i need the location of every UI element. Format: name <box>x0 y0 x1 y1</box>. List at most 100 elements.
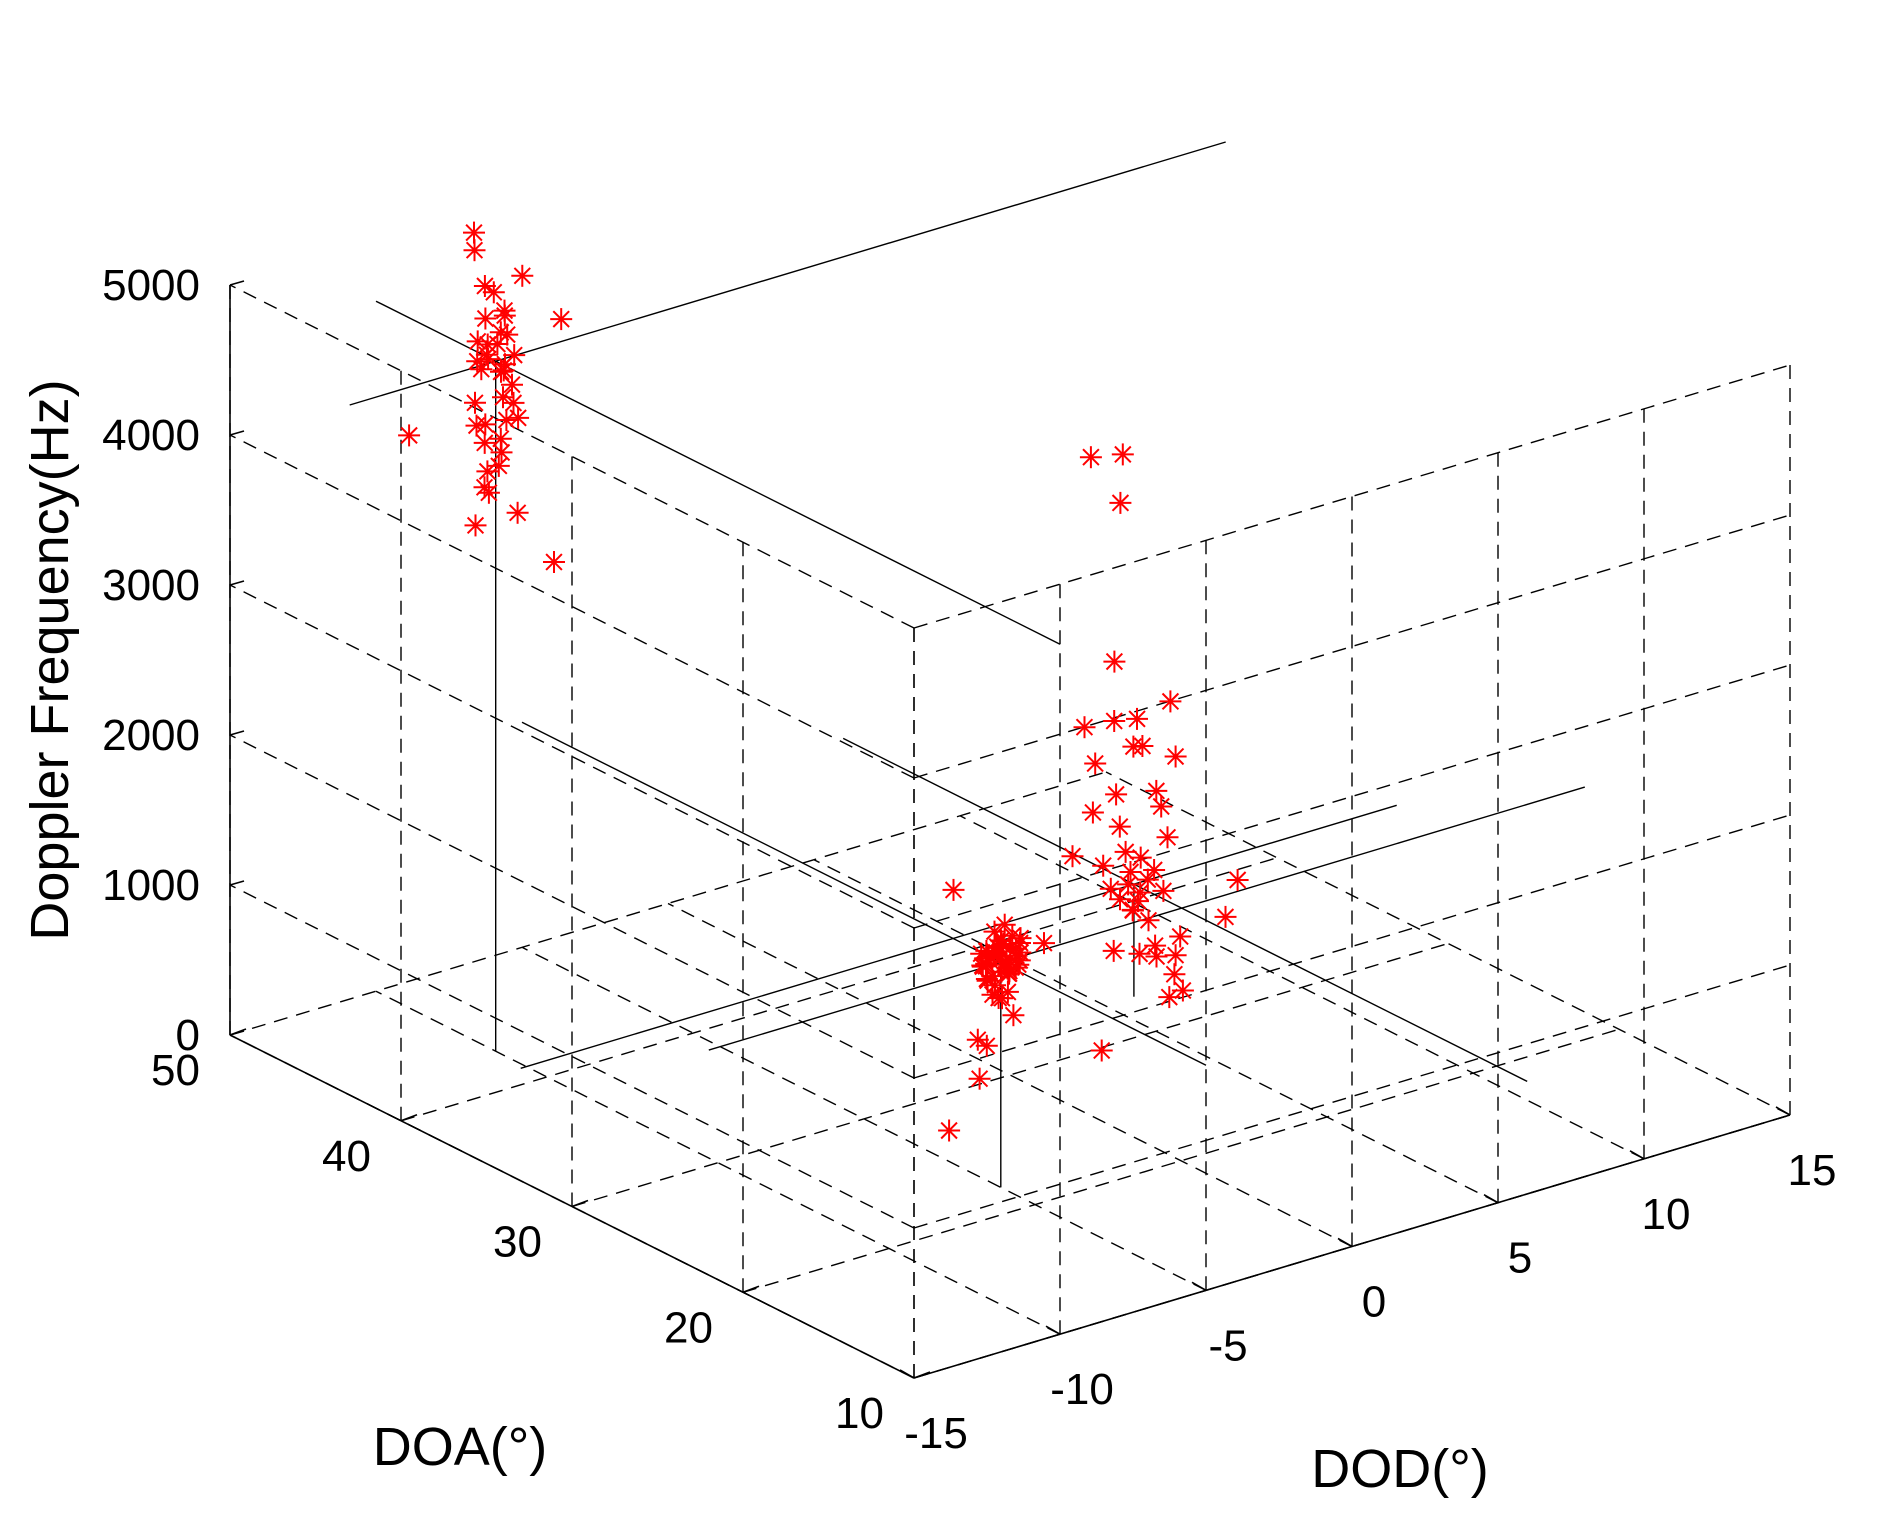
data-point <box>1226 869 1249 891</box>
data-point <box>501 373 523 396</box>
grid-line <box>229 284 915 629</box>
grid-line <box>813 859 1499 1204</box>
data-point <box>1108 815 1131 838</box>
grid-line <box>913 664 1791 929</box>
data-point <box>1163 963 1186 986</box>
data-point <box>493 299 516 322</box>
grid-line <box>375 990 1061 1335</box>
data-point <box>507 406 530 429</box>
y-tick-label: 10 <box>835 1389 884 1438</box>
z-tick-mark <box>229 880 245 886</box>
y-axis-title: DOA(°) <box>373 1417 548 1477</box>
data-point <box>970 942 993 965</box>
data-point <box>942 878 965 901</box>
grid-line <box>913 964 1791 1229</box>
target-guide-lines <box>349 141 1586 1188</box>
tick-labels: 0 1000 2000 3000 4000 5000 10 20 30 40 50 -15 -10 -5 0… <box>102 261 1836 1458</box>
grid-line <box>229 434 915 779</box>
y-tick-label: 50 <box>151 1046 200 1095</box>
data-point <box>489 321 512 344</box>
data-point <box>1128 942 1151 965</box>
data-point <box>1136 868 1159 891</box>
data-point <box>1084 752 1107 775</box>
data-point <box>511 264 534 287</box>
data-point <box>1145 945 1168 968</box>
data-point <box>463 221 485 244</box>
data-point <box>490 441 513 464</box>
grid-line <box>229 584 915 929</box>
x-tick-label: 10 <box>1642 1190 1691 1239</box>
data-point <box>1102 939 1125 962</box>
data-point <box>503 344 526 367</box>
data-point <box>1103 710 1126 732</box>
data-point <box>1009 941 1032 964</box>
data-points <box>398 221 1249 1142</box>
data-point <box>464 514 487 537</box>
data-point <box>966 1028 989 1051</box>
data-point <box>1169 925 1192 948</box>
y-tick-mark <box>229 1028 247 1036</box>
data-point <box>492 386 514 409</box>
x-tick-label: -5 <box>1208 1321 1247 1370</box>
data-point <box>968 1067 991 1090</box>
grid-line <box>1105 771 1791 1116</box>
x-tick-label: 15 <box>1788 1146 1837 1195</box>
y-tick-mark <box>913 1371 931 1379</box>
z-tick-mark <box>229 730 245 736</box>
x-tick-label: 5 <box>1508 1234 1532 1283</box>
data-point <box>482 281 505 304</box>
y-tick-label: 40 <box>322 1132 371 1181</box>
z-tick-label: 2000 <box>102 711 200 760</box>
x-axis-title: DOD(°) <box>1311 1439 1489 1499</box>
y-tick-mark <box>742 1285 760 1294</box>
grid-line <box>667 902 1353 1248</box>
data-point <box>1061 845 1084 868</box>
data-point <box>1109 491 1132 514</box>
data-point <box>1119 861 1142 883</box>
data-point <box>1129 846 1152 869</box>
data-point <box>463 239 486 262</box>
data-point <box>490 360 512 383</box>
x-tick-label: -15 <box>904 1409 968 1458</box>
x-tick-mark <box>1337 1237 1353 1248</box>
data-point <box>938 1119 961 1142</box>
data-point <box>495 409 518 431</box>
grid-line <box>742 1028 1620 1293</box>
data-point <box>1103 650 1126 673</box>
data-point <box>1121 899 1144 922</box>
target-dod-guide <box>520 804 1397 1069</box>
data-point <box>1090 1039 1113 1062</box>
grid-line <box>229 734 915 1079</box>
data-point <box>473 275 496 297</box>
grid-line <box>229 771 1107 1036</box>
x-tick-mark <box>899 1369 915 1379</box>
data-point <box>1073 716 1096 739</box>
z-axis-title: Doppler Frequency(Hz) <box>20 379 80 940</box>
grid-line <box>229 884 915 1229</box>
z-tick-mark <box>229 580 245 586</box>
data-point <box>477 481 500 504</box>
data-point <box>1159 690 1182 713</box>
data-point <box>1152 879 1175 902</box>
data-point <box>986 935 1009 958</box>
x-tick-mark <box>1483 1194 1499 1204</box>
x-tick-label: 0 <box>1362 1278 1386 1327</box>
data-point <box>464 391 486 414</box>
y-tick-label: 30 <box>493 1218 542 1267</box>
data-point <box>476 460 499 483</box>
y-tick-label: 20 <box>664 1303 713 1352</box>
data-point <box>1081 801 1104 824</box>
data-point <box>543 551 565 573</box>
data-point <box>1002 1004 1025 1027</box>
data-point <box>1145 779 1168 802</box>
x-tick-mark <box>1191 1281 1207 1291</box>
data-point <box>466 330 489 353</box>
data-point <box>1156 826 1179 849</box>
data-point <box>487 454 510 477</box>
data-point <box>987 987 1010 1009</box>
data-point <box>473 431 496 454</box>
target-doa-guide <box>375 300 1061 645</box>
data-point <box>506 501 529 524</box>
data-point <box>1164 944 1187 967</box>
data-point <box>1143 859 1166 881</box>
